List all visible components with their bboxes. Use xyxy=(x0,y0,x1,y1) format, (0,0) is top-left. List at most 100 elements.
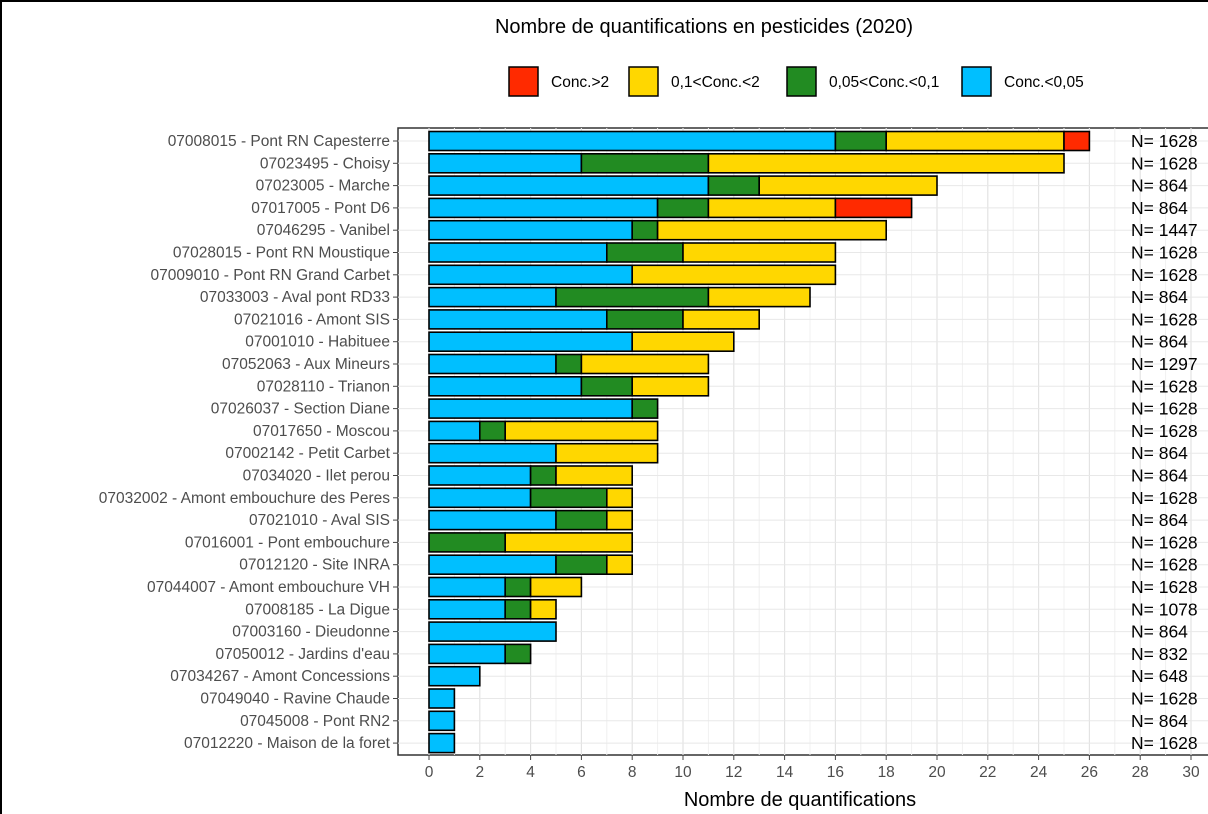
n-annotation: N= 864 xyxy=(1131,198,1188,218)
bar-segment xyxy=(631,398,659,419)
bar-segment xyxy=(428,643,506,665)
bar-segment xyxy=(428,665,481,687)
bar-segment xyxy=(428,175,710,196)
bar-segment xyxy=(580,353,710,375)
bar-segment xyxy=(428,420,481,442)
bar-segment xyxy=(1063,130,1091,152)
bar-segment xyxy=(428,219,633,241)
bar-segment xyxy=(580,153,710,174)
bar-segment xyxy=(529,487,608,509)
bar-segment xyxy=(631,219,659,241)
y-tick-label: 07017005 - Pont D6 xyxy=(251,200,390,217)
y-tick-label: 07044007 - Amont embouchure VH xyxy=(147,579,390,596)
x-axis-label: Nombre de quantifications xyxy=(684,789,916,811)
y-tick-label: 07003160 - Dieudonne xyxy=(232,624,390,641)
bar-segment xyxy=(428,309,608,330)
x-tick-label: 22 xyxy=(979,764,996,781)
x-tick-label: 4 xyxy=(526,764,535,781)
bar-segment xyxy=(428,688,456,709)
y-tick-label: 07046295 - Vanibel xyxy=(257,222,390,239)
bar-segment xyxy=(428,598,506,620)
n-annotation: N= 832 xyxy=(1131,644,1188,664)
n-annotation: N= 1628 xyxy=(1131,376,1198,396)
n-annotation: N= 1078 xyxy=(1131,599,1198,619)
y-tick-label: 07009010 - Pont RN Grand Carbet xyxy=(150,267,390,284)
bar-segment xyxy=(707,153,1065,174)
bar-segment xyxy=(504,598,532,620)
y-tick-label: 07023495 - Choisy xyxy=(260,155,390,172)
n-annotation: N= 1628 xyxy=(1131,689,1198,709)
legend-label: Conc.<0,05 xyxy=(1004,74,1084,91)
bar-segment xyxy=(555,353,583,375)
bar-segment xyxy=(428,532,506,553)
n-annotation: N= 864 xyxy=(1131,332,1188,352)
n-annotation: N= 864 xyxy=(1131,287,1188,307)
x-tick-label: 20 xyxy=(928,764,946,781)
y-tick-label: 07026037 - Section Diane xyxy=(211,401,390,418)
bar-segment xyxy=(656,219,887,241)
bar-segment xyxy=(428,331,633,353)
bar-segment xyxy=(885,130,1065,152)
y-tick-label: 07034267 - Amont Concessions xyxy=(170,668,390,685)
n-annotation: N= 1628 xyxy=(1131,421,1198,441)
x-tick-label: 16 xyxy=(827,764,844,781)
bar-segment xyxy=(428,353,557,375)
n-annotation: N= 864 xyxy=(1131,510,1188,530)
bar-segment xyxy=(529,576,583,598)
n-annotation: N= 1628 xyxy=(1131,532,1198,552)
n-annotation: N= 1628 xyxy=(1131,555,1198,575)
bar-segment xyxy=(682,242,837,263)
bar-segment xyxy=(504,643,532,665)
bar-segment xyxy=(428,286,557,308)
bar-segment xyxy=(428,197,659,219)
bar-segment xyxy=(428,576,506,598)
bar-segment xyxy=(834,197,913,219)
bar-segment xyxy=(631,331,735,353)
bar-segment xyxy=(428,465,532,486)
legend-swatch xyxy=(508,66,539,97)
n-annotation: N= 1628 xyxy=(1131,399,1198,419)
legend-swatch xyxy=(786,66,817,97)
legend-swatch xyxy=(961,66,992,97)
x-tick-label: 18 xyxy=(878,764,895,781)
x-tick-label: 24 xyxy=(1030,764,1048,781)
x-tick-label: 2 xyxy=(475,764,484,781)
x-tick-label: 14 xyxy=(776,764,794,781)
bar-segment xyxy=(504,532,634,553)
bar-segment xyxy=(428,442,557,464)
n-annotation: N= 1628 xyxy=(1131,309,1198,329)
y-tick-label: 07002142 - Petit Carbet xyxy=(225,445,390,462)
n-annotation: N= 1628 xyxy=(1131,153,1198,173)
x-tick-label: 10 xyxy=(674,764,692,781)
bar-segment xyxy=(605,487,633,509)
y-tick-label: 07023005 - Marche xyxy=(256,178,390,195)
y-tick-label: 07045008 - Pont RN2 xyxy=(240,713,390,730)
y-tick-label: 07008015 - Pont RN Capesterre xyxy=(168,133,390,150)
n-annotation: N= 1628 xyxy=(1131,733,1198,753)
y-tick-label: 07028015 - Pont RN Moustique xyxy=(173,245,390,262)
bar-segment xyxy=(707,197,837,219)
bar-segment xyxy=(605,554,633,576)
n-annotation: N= 648 xyxy=(1131,666,1188,686)
bar-segment xyxy=(631,264,837,286)
x-tick-label: 28 xyxy=(1132,764,1149,781)
bar-segment xyxy=(682,309,760,330)
bar-segment xyxy=(605,509,633,531)
y-tick-label: 07021010 - Aval SIS xyxy=(249,512,390,529)
bar-segment xyxy=(555,286,710,308)
bar-segment xyxy=(478,420,506,442)
bar-segment xyxy=(428,621,557,642)
bar-segment xyxy=(428,732,456,754)
y-tick-label: 07028110 - Trianon xyxy=(257,378,390,395)
y-tick-label: 07017650 - Moscou xyxy=(253,423,390,440)
bar-segment xyxy=(504,420,659,442)
bar-segment xyxy=(555,465,633,486)
n-annotation: N= 1447 xyxy=(1131,220,1198,240)
x-tick-label: 0 xyxy=(425,764,434,781)
legend-label: 0,1<Conc.<2 xyxy=(671,74,760,91)
n-annotation: N= 1628 xyxy=(1131,577,1198,597)
bar-segment xyxy=(605,242,684,263)
n-annotation: N= 864 xyxy=(1131,622,1188,642)
legend-label: 0,05<Conc.<0,1 xyxy=(829,74,939,91)
